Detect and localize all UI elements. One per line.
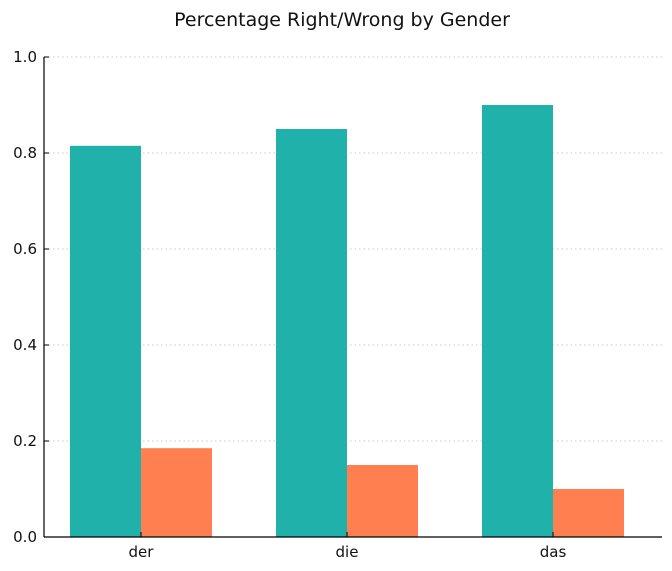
bars-layer <box>70 105 624 538</box>
y-tick-label: 0.2 <box>13 432 37 450</box>
x-tick-label-der: der <box>129 543 155 561</box>
bar-das-series-2 <box>553 489 624 537</box>
bar-das-series-1 <box>482 105 553 537</box>
y-tick-label: 0.6 <box>13 240 37 258</box>
y-tick-label: 0.8 <box>13 144 37 162</box>
bar-die-series-1 <box>276 129 347 537</box>
bar-die-series-2 <box>347 465 418 537</box>
x-tick-label-die: die <box>336 543 359 561</box>
chart-title: Percentage Right/Wrong by Gender <box>174 9 510 31</box>
y-tick-label: 0.4 <box>13 336 37 354</box>
bar-der-series-2 <box>141 448 212 537</box>
y-tick-label: 1.0 <box>13 48 37 66</box>
bar-der-series-1 <box>70 145 141 538</box>
x-tick-label-das: das <box>540 543 567 561</box>
axes-layer <box>43 56 662 538</box>
y-tick-label: 0.0 <box>13 528 37 546</box>
labels-layer: 0.0 0.2 0.4 0.6 0.8 1.0 der die das <box>13 48 566 561</box>
